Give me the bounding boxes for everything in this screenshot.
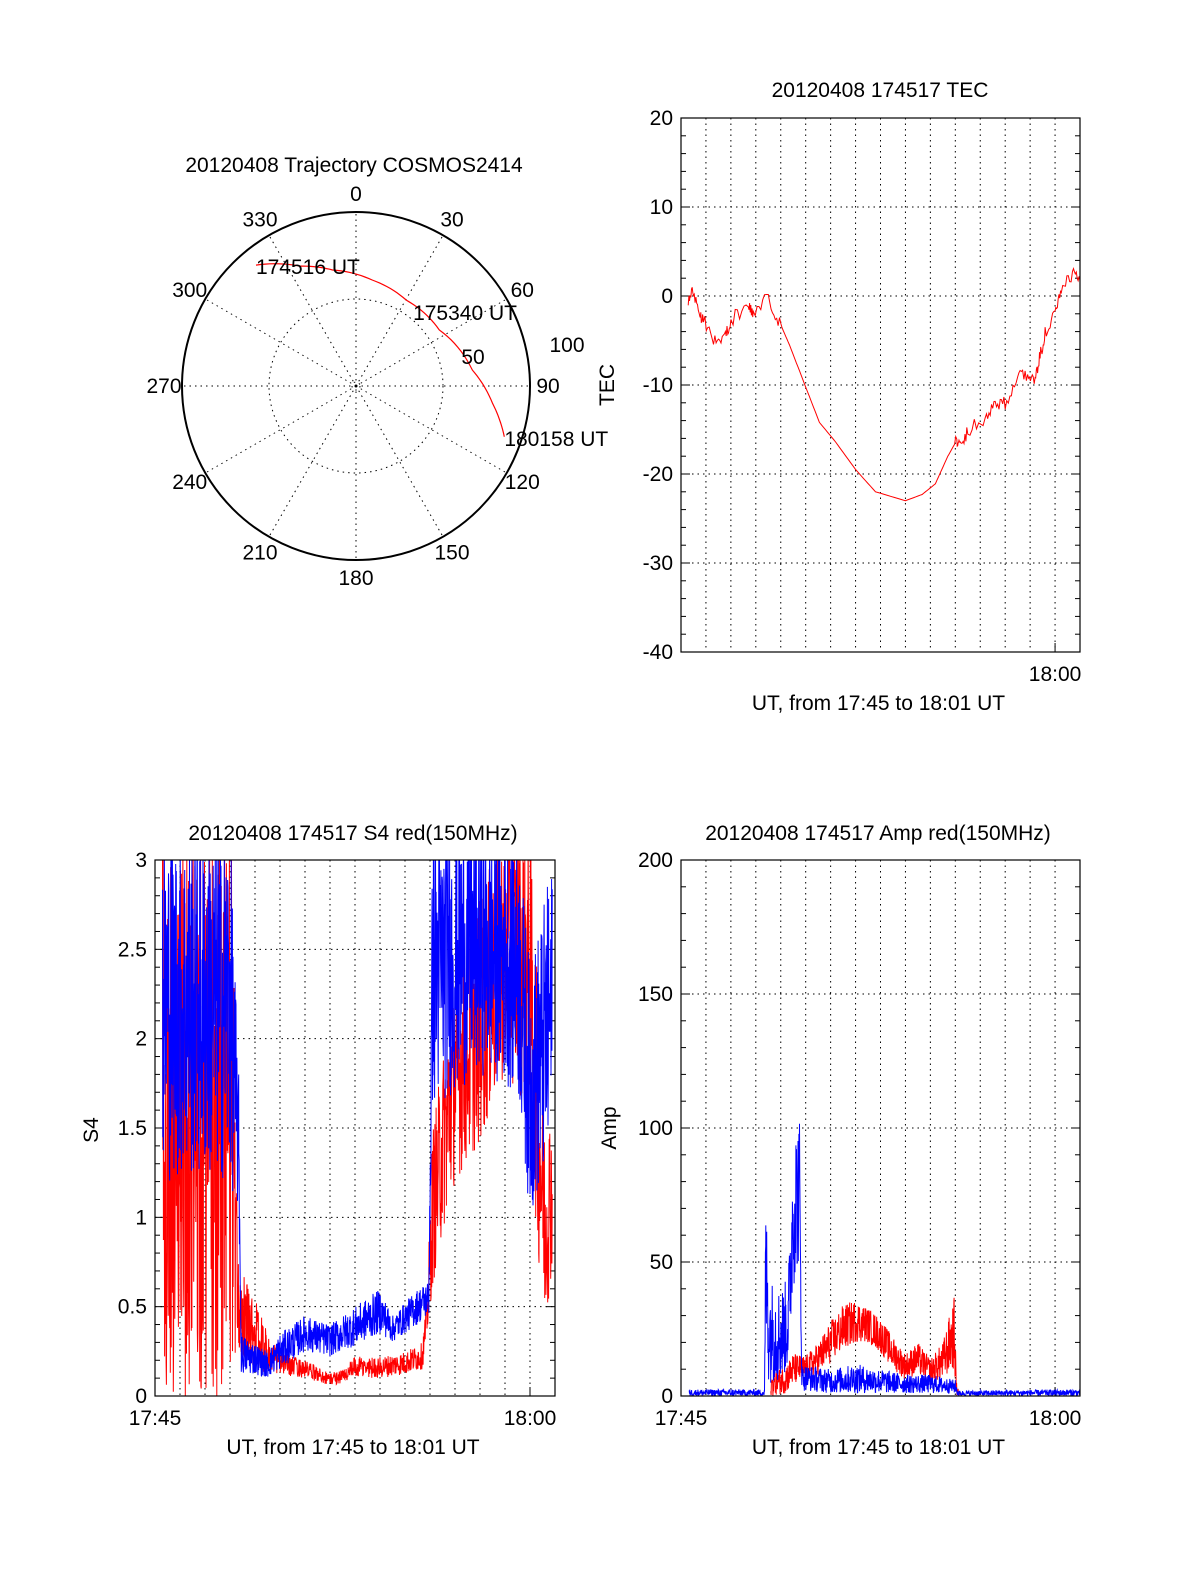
y-axis-label: TEC: [596, 364, 619, 406]
y-tick-label: 1.5: [118, 1117, 147, 1140]
y-axis-label: Amp: [598, 1106, 621, 1149]
x-tick-label: 18:00: [504, 1407, 557, 1430]
series-blue-line: [688, 1123, 1080, 1396]
y-tick-label: 1: [135, 1206, 147, 1229]
plot-frame: [154, 859, 556, 1397]
chart-title: 20120408 174517 TEC: [772, 79, 989, 102]
y-tick-label: -40: [643, 641, 673, 664]
trajectory-line: [255, 263, 505, 437]
x-tick-label: 17:45: [655, 1407, 708, 1430]
angle-tick-label: 0: [350, 183, 362, 206]
y-tick-label: -10: [643, 374, 673, 397]
y-tick-label: 100: [638, 1117, 673, 1140]
polar-spoke: [355, 385, 507, 474]
x-tick-label: 17:45: [129, 1407, 182, 1430]
polar-spoke: [268, 235, 357, 387]
angle-tick-label: 30: [440, 209, 463, 232]
radial-tick-label: 50: [461, 346, 484, 369]
angle-tick-label: 270: [146, 375, 181, 398]
plot-frame: [680, 859, 1081, 1397]
angle-tick-label: 330: [242, 209, 277, 232]
angle-tick-label: 90: [536, 375, 559, 398]
y-tick-label: 0: [135, 1385, 147, 1408]
series-red-line: [162, 860, 553, 1396]
polar-spoke: [268, 385, 357, 537]
series-TEC-line: [687, 267, 1080, 502]
plot-area: [687, 267, 1080, 502]
y-tick-label: 20: [650, 107, 673, 130]
y-tick-label: 2.5: [118, 938, 147, 961]
y-axis-label: S4: [80, 1117, 103, 1143]
y-tick-label: 50: [650, 1251, 673, 1274]
polar-spoke: [355, 298, 507, 387]
angle-tick-label: 180: [338, 567, 373, 590]
plot-area: [162, 860, 553, 1396]
plot-frame: [680, 117, 1081, 653]
polar-ring-50: [268, 298, 444, 474]
x-axis-label: UT, from 17:45 to 18:01 UT: [226, 1436, 479, 1459]
angle-tick-label: 120: [505, 471, 540, 494]
panel-amp: [680, 859, 1081, 1397]
polar-outer-ring: [181, 211, 531, 561]
angle-tick-label: 60: [511, 279, 534, 302]
polar-title: 20120408 Trajectory COSMOS2414: [185, 154, 523, 177]
x-tick-label: 18:00: [1029, 1407, 1082, 1430]
y-tick-label: -30: [643, 552, 673, 575]
panel-tec: [680, 117, 1081, 653]
y-tick-label: 10: [650, 196, 673, 219]
x-axis-label: UT, from 17:45 to 18:01 UT: [752, 1436, 1005, 1459]
y-tick-label: 0: [661, 1385, 673, 1408]
trajectory-time-label: 175340 UT: [413, 302, 517, 325]
angle-tick-label: 150: [434, 541, 469, 564]
chart-title: 20120408 174517 Amp red(150MHz): [705, 822, 1051, 845]
trajectory-time-label: 174516 UT: [256, 256, 360, 279]
panel-s4: [154, 859, 556, 1397]
trajectory-time-label: 180158 UT: [504, 428, 608, 451]
polar-spoke: [355, 385, 444, 537]
y-tick-label: 0.5: [118, 1296, 147, 1319]
angle-tick-label: 240: [172, 471, 207, 494]
angle-tick-label: 300: [172, 279, 207, 302]
polar-spoke: [355, 235, 444, 387]
x-tick-label: 18:00: [1029, 663, 1082, 686]
chart-title: 20120408 174517 S4 red(150MHz): [188, 822, 517, 845]
y-tick-label: -20: [643, 463, 673, 486]
polar-plot: [181, 211, 531, 561]
x-axis-label: UT, from 17:45 to 18:01 UT: [752, 692, 1005, 715]
y-tick-label: 3: [135, 849, 147, 872]
y-tick-label: 2: [135, 1028, 147, 1051]
polar-spoke: [205, 298, 357, 387]
angle-tick-label: 210: [242, 541, 277, 564]
plot-area: [688, 1123, 1080, 1396]
y-tick-label: 200: [638, 849, 673, 872]
series-blue-line: [162, 860, 553, 1377]
y-tick-label: 0: [661, 285, 673, 308]
polar-spoke: [205, 385, 357, 474]
polar-center: [351, 381, 361, 391]
y-tick-label: 150: [638, 983, 673, 1006]
radial-tick-label: 100: [549, 334, 584, 357]
